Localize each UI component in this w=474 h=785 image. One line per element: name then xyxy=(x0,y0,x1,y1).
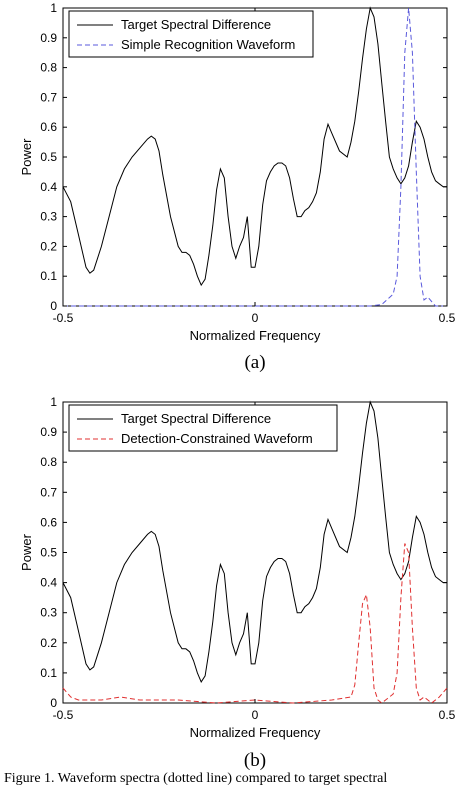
legend-entry: Simple Recognition Waveform xyxy=(121,37,295,52)
y-tick-label: 0.2 xyxy=(40,239,57,253)
y-tick-label: 0.3 xyxy=(40,210,57,224)
y-tick-label: 0.6 xyxy=(40,515,57,529)
y-tick-label: 0.8 xyxy=(40,61,57,75)
y-tick-label: 0.5 xyxy=(40,150,57,164)
x-tick-label: -0.5 xyxy=(53,311,74,325)
y-tick-label: 0.9 xyxy=(40,31,57,45)
y-tick-label: 0.5 xyxy=(40,546,57,560)
x-tick-label: 0.5 xyxy=(439,708,456,722)
series-line-target xyxy=(62,400,447,683)
plot-area xyxy=(62,401,448,704)
y-tick-label: 0.2 xyxy=(40,636,57,650)
y-tick-label: 0.4 xyxy=(40,576,57,590)
panel-label-b: (b) xyxy=(244,750,266,771)
panel-label-a: (a) xyxy=(244,352,265,373)
series-line-target xyxy=(62,6,447,287)
legend-entry: Target Spectral Difference xyxy=(121,17,271,32)
y-tick-label: 0.4 xyxy=(40,180,57,194)
legend-box xyxy=(68,10,314,58)
y-axis-label: Power xyxy=(19,533,34,571)
y-tick-label: 0.1 xyxy=(40,666,57,680)
y-tick-label: 1 xyxy=(50,1,57,15)
y-tick-label: 0 xyxy=(50,696,57,710)
x-tick-label: 0.5 xyxy=(439,311,456,325)
y-tick-label: 0.7 xyxy=(40,485,57,499)
x-axis-label: Normalized Frequency xyxy=(190,328,321,343)
y-tick-label: 0.7 xyxy=(40,90,57,104)
series-line-waveform xyxy=(63,7,447,307)
x-axis-label: Normalized Frequency xyxy=(190,725,321,740)
chart-panel-b: 00.10.20.30.40.50.60.70.80.91-0.5 0 0.5Nor… xyxy=(19,395,456,771)
series-line-waveform xyxy=(62,543,448,704)
legend-entry: Target Spectral Difference xyxy=(121,411,271,426)
x-tick-label: -0.5 xyxy=(53,708,74,722)
y-tick-label: 0.6 xyxy=(40,120,57,134)
legend-box xyxy=(68,404,338,452)
y-tick-label: 0 xyxy=(50,299,57,313)
y-axis-label: Power xyxy=(19,138,34,176)
figure-caption: Figure 1. Waveform spectra (dotted line)… xyxy=(4,771,387,785)
chart-panel-a: 00.10.20.30.40.50.60.70.80.91-0.5 0 0.5Nor… xyxy=(19,1,456,373)
y-tick-label: 0.1 xyxy=(40,269,57,283)
y-tick-label: 0.9 xyxy=(40,425,57,439)
x-tick-label: 0 xyxy=(252,311,259,325)
x-tick-label: 0 xyxy=(252,708,259,722)
y-tick-label: 1 xyxy=(50,395,57,409)
y-tick-label: 0.3 xyxy=(40,606,57,620)
legend: Target Spectral Difference Detection-Cons… xyxy=(68,404,338,452)
plot-area xyxy=(62,7,448,307)
y-tick-label: 0.8 xyxy=(40,455,57,469)
legend-entry: Detection-Constrained Waveform xyxy=(121,431,313,446)
legend: Target Spectral Difference Simple Recogni… xyxy=(68,10,314,58)
